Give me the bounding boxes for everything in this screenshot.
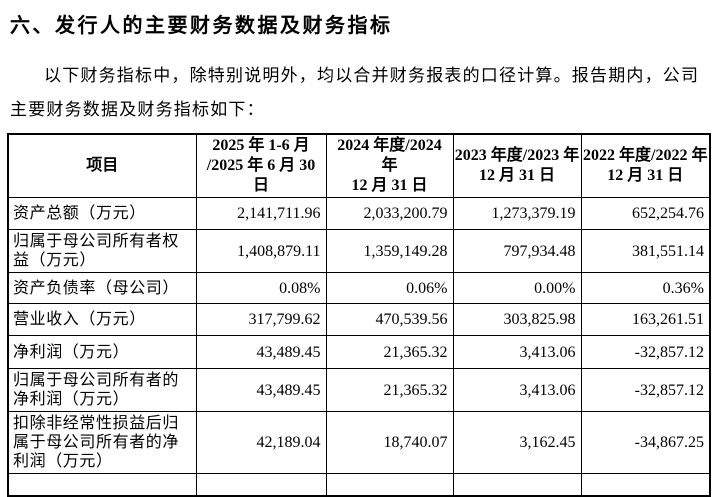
row-value: 0.08% [195,272,327,304]
table-header: 项目 2025 年 1-6 月 /2025 年 6 月 30 日 2024 年度… [7,133,711,198]
intro-line-2: 主要财务数据及财务指标如下： [10,100,265,119]
row-value [325,473,454,496]
row-value: 797,934.48 [452,229,582,273]
row-item-label: 归属于母公司所有者的净利润（万元） [7,368,197,412]
period-line-2: 12 月 31 日 [351,177,428,194]
table-body: 资产总额（万元） 2,141,711.96 2,033,200.79 1,273,37… [7,197,711,496]
row-item-label: 扣除非经常性损益后归属于母公司所有者的净利润（万元） [7,411,197,474]
row-value: 18,740.07 [325,411,454,474]
period-line-1: 2023 年度/2023 年 [454,147,580,164]
row-value [452,473,582,496]
column-header-period-2024: 2024 年度/2024 年 12 月 31 日 [325,133,454,198]
row-value: 2,141,711.96 [195,197,327,230]
row-value: 652,254.76 [580,197,711,230]
row-value: -32,857.12 [580,368,711,412]
row-value: 381,551.14 [580,229,711,273]
row-value: 0.06% [325,272,454,304]
row-value: 42,189.04 [195,411,327,474]
table-header-row: 项目 2025 年 1-6 月 /2025 年 6 月 30 日 2024 年度… [7,133,711,198]
row-value: -32,857.12 [580,335,711,369]
row-value: 0.36% [580,272,711,304]
period-line-2: 12 月 31 日 [478,167,555,184]
period-line-1: 2025 年 1-6 月 [212,137,310,154]
row-value: 43,489.45 [195,368,327,412]
row-value: 1,273,379.19 [452,197,582,230]
document-page: { "page": { "title": "六、发行人的主要财务数据及财务指标"… [0,13,717,497]
row-value: -34,867.25 [580,411,711,474]
row-value: 43,489.45 [195,335,327,369]
period-line-2: /2025 年 6 月 30 日 [206,157,316,194]
period-line-1: 2024 年度/2024 年 [337,137,442,174]
row-item-label: 资产负债率（母公司） [7,272,197,304]
row-value: 2,033,200.79 [325,197,454,230]
intro-paragraph: 以下财务指标中，除特别说明外，均以合并财务报表的口径计算。报告期内，公司 主要财… [10,59,709,127]
financial-data-table: 项目 2025 年 1-6 月 /2025 年 6 月 30 日 2024 年度… [7,133,711,497]
row-value: 1,408,879.11 [195,229,327,273]
row-value: 470,539.56 [325,303,454,336]
row-value: 317,799.62 [195,303,327,336]
column-header-item: 项目 [7,133,197,198]
period-line-1: 2022 年度/2022 年 [583,147,708,164]
period-line-2: 12 月 31 日 [607,167,684,184]
table-row: 归属于母公司所有者的净利润（万元） 43,489.45 21,365.32 3,413… [7,368,711,412]
row-value: 0.00% [452,272,582,304]
row-value: 163,261.51 [580,303,711,336]
section-title: 六、发行人的主要财务数据及财务指标 [10,15,393,37]
table-row: 营业收入（万元） 317,799.62 470,539.56 303,825.98 16… [7,303,711,336]
row-value: 21,365.32 [325,335,454,369]
table-row: 资产总额（万元） 2,141,711.96 2,033,200.79 1,273,37… [7,197,711,230]
column-header-period-2022: 2022 年度/2022 年 12 月 31 日 [580,133,711,198]
row-value: 3,413.06 [452,335,582,369]
row-value: 303,825.98 [452,303,582,336]
row-item-label [7,473,197,496]
row-item-label: 资产总额（万元） [7,197,197,230]
column-header-period-2023: 2023 年度/2023 年 12 月 31 日 [452,133,582,198]
row-item-label: 营业收入（万元） [7,303,197,336]
row-item-label: 归属于母公司所有者权益（万元） [7,229,197,273]
column-header-period-2025: 2025 年 1-6 月 /2025 年 6 月 30 日 [195,133,327,198]
row-value: 21,365.32 [325,368,454,412]
table-row: 净利润（万元） 43,489.45 21,365.32 3,413.06 -32,857… [7,335,711,369]
row-value: 3,413.06 [452,368,582,412]
table-row: 归属于母公司所有者权益（万元） 1,408,879.11 1,359,149.28 7… [7,229,711,273]
intro-line-1: 以下财务指标中，除特别说明外，均以合并财务报表的口径计算。报告期内，公司 [44,66,700,85]
row-value: 3,162.45 [452,411,582,474]
row-value [580,473,711,496]
table-row-partial [7,473,711,496]
row-value: 1,359,149.28 [325,229,454,273]
row-item-label: 净利润（万元） [7,335,197,369]
row-value [195,473,327,496]
table-row: 资产负债率（母公司） 0.08% 0.06% 0.00% 0.36% [7,272,711,304]
table-row: 扣除非经常性损益后归属于母公司所有者的净利润（万元） 42,189.04 18,74… [7,411,711,474]
